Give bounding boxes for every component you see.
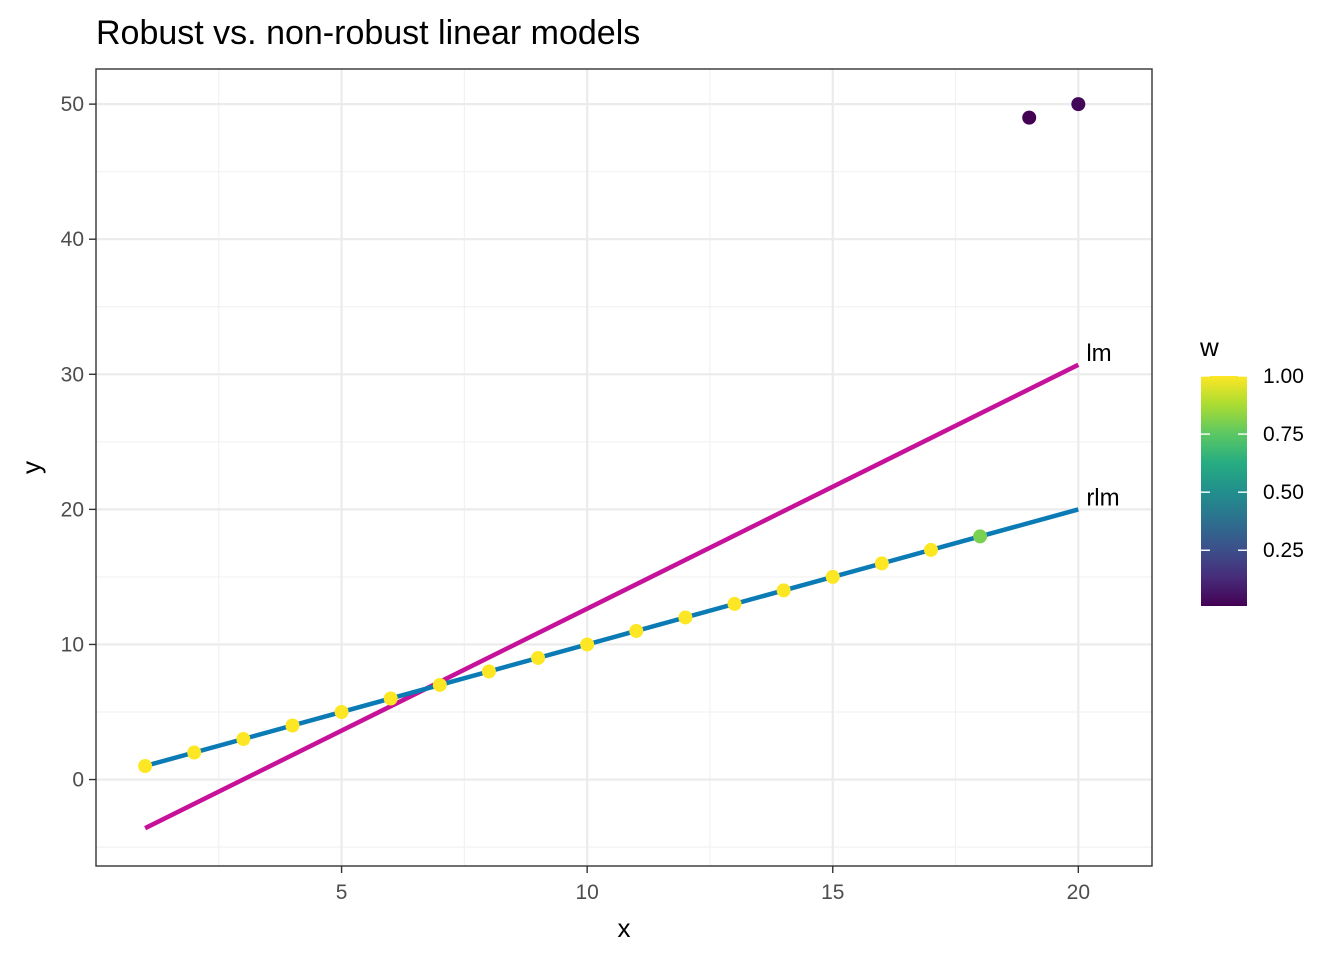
data-point: [138, 759, 153, 774]
data-point: [973, 529, 988, 544]
colorbar: [1201, 376, 1247, 606]
legend-label: 0.50: [1263, 481, 1304, 504]
data-point: [334, 705, 349, 720]
data-point: [432, 677, 447, 692]
series-line-lm: [144, 362, 1080, 831]
chart-title: Robust vs. non-robust linear models: [96, 14, 640, 52]
x-axis-title: x: [618, 913, 631, 943]
data-point: [629, 623, 644, 638]
data-point: [531, 650, 546, 665]
legend-title: w: [1199, 332, 1219, 362]
x-tick-label: 5: [336, 881, 348, 904]
legend-label: 0.25: [1263, 539, 1304, 562]
legend-label: 1.00: [1263, 365, 1304, 388]
y-tick-label: 50: [61, 93, 84, 116]
y-tick-label: 10: [61, 633, 84, 656]
y-axis-title: y: [16, 461, 46, 474]
series-line-rlm: [144, 507, 1079, 769]
data-point: [1022, 110, 1037, 125]
data-point: [678, 610, 693, 625]
y-tick-label: 40: [61, 228, 84, 251]
legend-label: 0.75: [1263, 423, 1304, 446]
series-label-rlm: rlm: [1086, 484, 1119, 511]
data-point: [776, 583, 791, 598]
data-point: [580, 637, 595, 652]
plot-panel: lm rlm: [95, 68, 1153, 867]
data-point: [1071, 97, 1086, 112]
data-point: [236, 732, 251, 747]
x-tick-label: 20: [1067, 881, 1090, 904]
legend: w 0.25 0.50 0.75 1.00: [1199, 332, 1304, 606]
y-tick-label: 20: [61, 498, 84, 521]
data-point: [481, 664, 496, 679]
data-point: [825, 569, 840, 584]
y-tick-label: 0: [72, 769, 84, 792]
panel-border: [95, 68, 1153, 867]
data-point: [727, 596, 742, 611]
panel-background: [96, 69, 1152, 866]
data-point: [923, 542, 938, 557]
series-label-lm: lm: [1086, 340, 1111, 367]
x-tick-label: 15: [821, 881, 844, 904]
data-point: [383, 691, 398, 706]
data-point: [874, 556, 889, 571]
data-point: [285, 718, 300, 733]
y-tick-label: 30: [61, 363, 84, 386]
data-point: [187, 745, 202, 760]
x-tick-label: 10: [575, 881, 598, 904]
